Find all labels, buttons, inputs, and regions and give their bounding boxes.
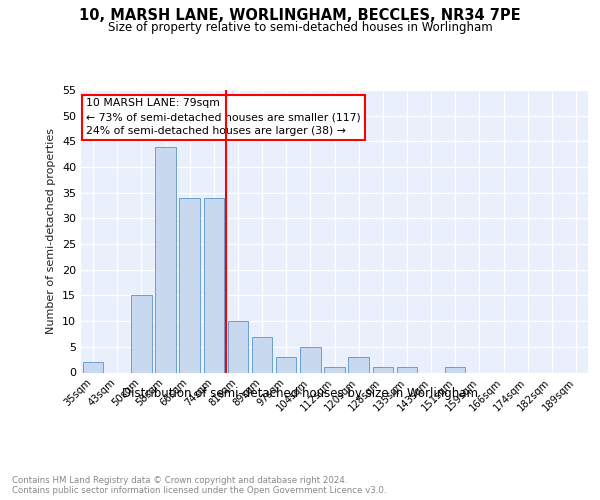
Text: 10 MARSH LANE: 79sqm
← 73% of semi-detached houses are smaller (117)
24% of semi: 10 MARSH LANE: 79sqm ← 73% of semi-detac… (86, 98, 361, 136)
Text: Distribution of semi-detached houses by size in Worlingham: Distribution of semi-detached houses by … (122, 388, 478, 400)
Bar (155, 146, 176, 372)
Bar (445, 368, 466, 372)
Text: 10, MARSH LANE, WORLINGHAM, BECCLES, NR34 7PE: 10, MARSH LANE, WORLINGHAM, BECCLES, NR3… (79, 8, 521, 22)
Bar (83, 362, 103, 372)
Bar (179, 198, 200, 372)
Bar (252, 336, 272, 372)
Bar (131, 296, 152, 372)
Bar (227, 321, 248, 372)
Bar (397, 368, 417, 372)
Text: Size of property relative to semi-detached houses in Worlingham: Size of property relative to semi-detach… (107, 21, 493, 34)
Text: Contains HM Land Registry data © Crown copyright and database right 2024.
Contai: Contains HM Land Registry data © Crown c… (12, 476, 386, 495)
Bar (324, 368, 345, 372)
Bar (276, 357, 296, 372)
Bar (203, 198, 224, 372)
Bar (373, 368, 393, 372)
Bar (349, 357, 369, 372)
Y-axis label: Number of semi-detached properties: Number of semi-detached properties (46, 128, 56, 334)
Bar (300, 347, 320, 372)
